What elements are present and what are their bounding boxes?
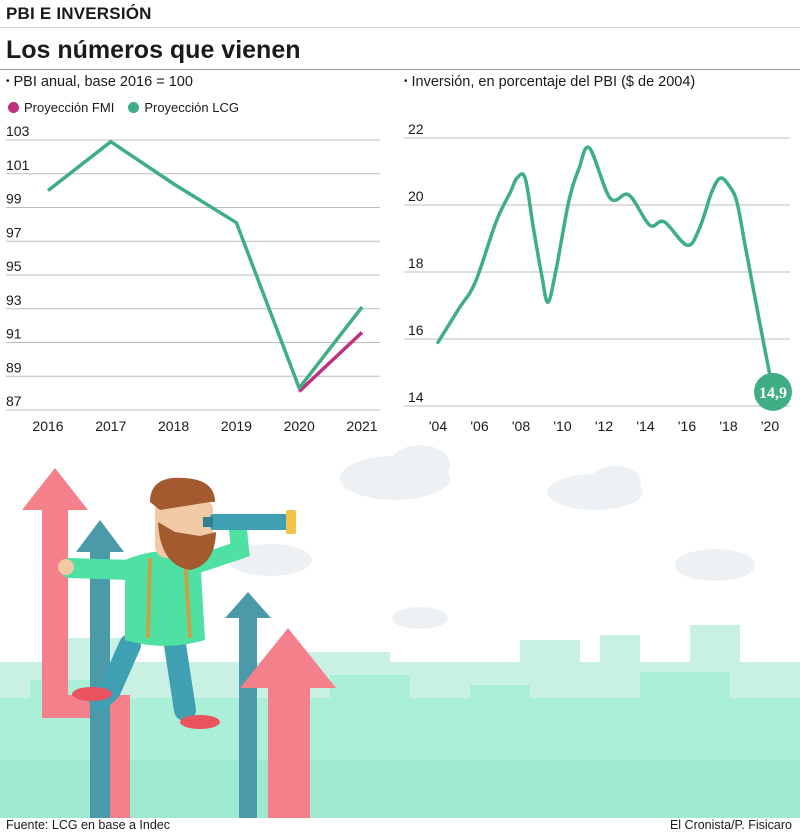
x-tick-label: '16: [678, 418, 696, 434]
clouds: [228, 445, 755, 629]
x-tick-label: 2017: [95, 418, 126, 434]
bullet-icon: •: [6, 76, 10, 87]
y-tick-label: 18: [408, 255, 424, 271]
red-arrow-right: [240, 628, 336, 818]
kicker-divider: [0, 27, 800, 28]
y-tick-label: 97: [6, 224, 22, 240]
x-tick-label: '06: [470, 418, 488, 434]
explorer-illustration: [0, 445, 800, 818]
credit-note: El Cronista/P. Fisicaro: [669, 818, 792, 832]
kicker: PBI E INVERSIÓN: [6, 4, 152, 23]
x-tick-label: '12: [595, 418, 613, 434]
legend-swatch-lcg: [128, 102, 140, 113]
red-arrow-left: [22, 468, 130, 818]
x-tick-label: '04: [429, 418, 447, 434]
bullet-icon: •: [404, 76, 408, 87]
series-line-lcg: [46, 139, 364, 390]
x-tick-label: 2016: [32, 418, 63, 434]
explorer-figure: [58, 477, 296, 729]
page-title: Los números que vienen: [6, 36, 301, 64]
legend-label-fmi: Proyección FMI: [24, 100, 115, 115]
x-tick-label: '10: [553, 418, 571, 434]
y-tick-label: 16: [408, 322, 424, 338]
series-line-fmi: [298, 331, 364, 393]
x-tick-label: '20: [761, 418, 779, 434]
chart2-subtitle: • Inversión, en porcentaje del PBI ($ de …: [404, 74, 695, 90]
ground: [0, 760, 800, 818]
title-divider: [0, 69, 800, 70]
end-value-label: 14,9: [759, 385, 787, 402]
series-line-investment: [436, 145, 772, 378]
x-tick-label: '14: [636, 418, 654, 434]
blue-arrow-left: [76, 520, 124, 818]
y-tick-label: 93: [6, 292, 22, 308]
x-tick-label: '08: [512, 418, 530, 434]
chart2-subtitle-text: Inversión, en porcentaje del PBI ($ de 2…: [411, 74, 696, 90]
x-tick-label: 2019: [221, 418, 252, 434]
y-tick-label: 91: [6, 326, 22, 342]
legend-swatch-fmi: [8, 102, 19, 113]
blue-arrow-right: [225, 592, 271, 818]
y-tick-label: 99: [6, 191, 22, 207]
source-note: Fuente: LCG en base a Indec: [6, 818, 170, 832]
y-tick-label: 101: [6, 157, 30, 173]
gdp-chart: 103 101 99 97 95 93 91 89 87 2016 2017 2018 2019 2020…: [6, 123, 380, 434]
legend-label-lcg: Proyección LCG: [144, 100, 239, 115]
y-tick-label: 22: [408, 121, 424, 137]
x-tick-label: 2021: [346, 418, 377, 434]
x-tick-label: 2020: [284, 418, 315, 434]
legend: Proyección FMI Proyección LCG: [8, 100, 239, 115]
end-value-badge: [754, 372, 792, 411]
legend-item-lcg: Proyección LCG: [128, 100, 239, 115]
y-tick-label: 95: [6, 258, 22, 274]
y-tick-label: 87: [6, 393, 22, 409]
y-tick-label: 103: [6, 123, 30, 139]
y-tick-label: 89: [6, 359, 22, 375]
x-tick-label: 2018: [158, 418, 189, 434]
chart1-subtitle-text: PBI anual, base 2016 = 100: [13, 74, 193, 90]
investment-chart: 22 20 18 16 14 '04 '06 '08 '10 '12 '14 '16 '18 '20 14,…: [404, 121, 792, 434]
chart1-subtitle: • PBI anual, base 2016 = 100: [6, 74, 193, 90]
legend-item-fmi: Proyección FMI: [8, 100, 114, 115]
y-tick-label: 20: [408, 188, 424, 204]
y-tick-label: 14: [408, 389, 424, 405]
x-tick-label: '18: [719, 418, 737, 434]
